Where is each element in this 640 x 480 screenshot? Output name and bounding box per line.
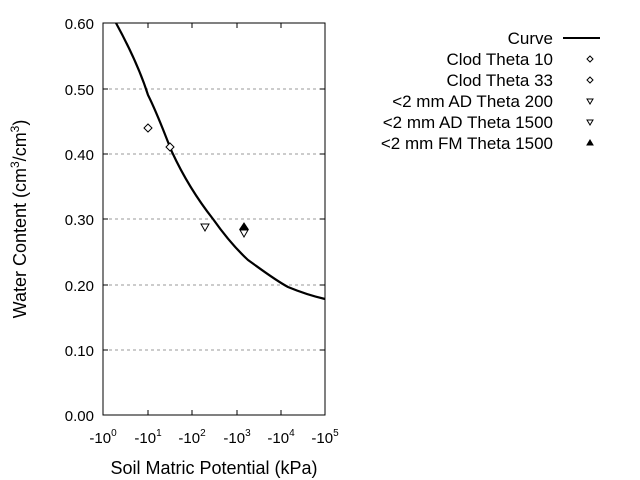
marker-clod-theta-10 — [143, 123, 153, 133]
curve-line — [115, 22, 326, 301]
svg-text:-105: -105 — [311, 428, 339, 447]
legend-label-ad-200: <2 mm AD Theta 200 — [392, 92, 553, 111]
legend-diamond-icon — [586, 55, 594, 63]
svg-text:-100: -100 — [89, 428, 117, 447]
legend-triangle-down-icon — [586, 98, 594, 105]
legend-label-fm-1500: <2 mm FM Theta 1500 — [381, 134, 553, 153]
legend-label-clod-33: Clod Theta 33 — [447, 71, 553, 90]
y-tick-labels: 0.60 0.50 0.40 0.30 0.20 0.10 0.00 — [65, 16, 94, 425]
svg-text:-103: -103 — [223, 428, 251, 447]
svg-text:0.20: 0.20 — [65, 278, 94, 295]
legend-label-clod-10: Clod Theta 10 — [447, 50, 553, 69]
y-axis-title: Water Content (cm3/cm3) — [8, 120, 30, 319]
svg-text:-104: -104 — [267, 428, 295, 447]
legend-label-ad-1500: <2 mm AD Theta 1500 — [383, 113, 553, 132]
legend-diamond-icon — [586, 76, 594, 84]
svg-text:0.50: 0.50 — [65, 82, 94, 99]
svg-text:-101: -101 — [134, 428, 162, 447]
x-ticks — [147, 23, 282, 415]
svg-text:0.30: 0.30 — [65, 212, 94, 229]
svg-text:0.60: 0.60 — [65, 16, 94, 33]
data-markers — [143, 123, 249, 239]
x-axis-title: Soil Matric Potential (kPa) — [110, 458, 317, 478]
legend-triangle-down-icon — [586, 119, 594, 126]
marker-clod-theta-33 — [165, 142, 175, 152]
legend-label-curve: Curve — [508, 29, 553, 48]
y-ticks — [103, 88, 325, 351]
marker-ad-theta-1500 — [239, 229, 249, 239]
svg-text:-102: -102 — [178, 428, 206, 447]
legend-triangle-up-icon — [586, 139, 594, 146]
x-tick-labels: -100 -101 -102 -103 -104 -105 — [89, 428, 339, 447]
svg-text:0.40: 0.40 — [65, 147, 94, 164]
marker-ad-theta-200 — [200, 223, 210, 233]
legend: Curve Clod Theta 10 Clod Theta 33 <2 mm … — [381, 29, 600, 153]
svg-text:0.10: 0.10 — [65, 343, 94, 360]
svg-text:0.00: 0.00 — [65, 408, 94, 425]
marker-fm-theta-1500 — [239, 222, 249, 230]
